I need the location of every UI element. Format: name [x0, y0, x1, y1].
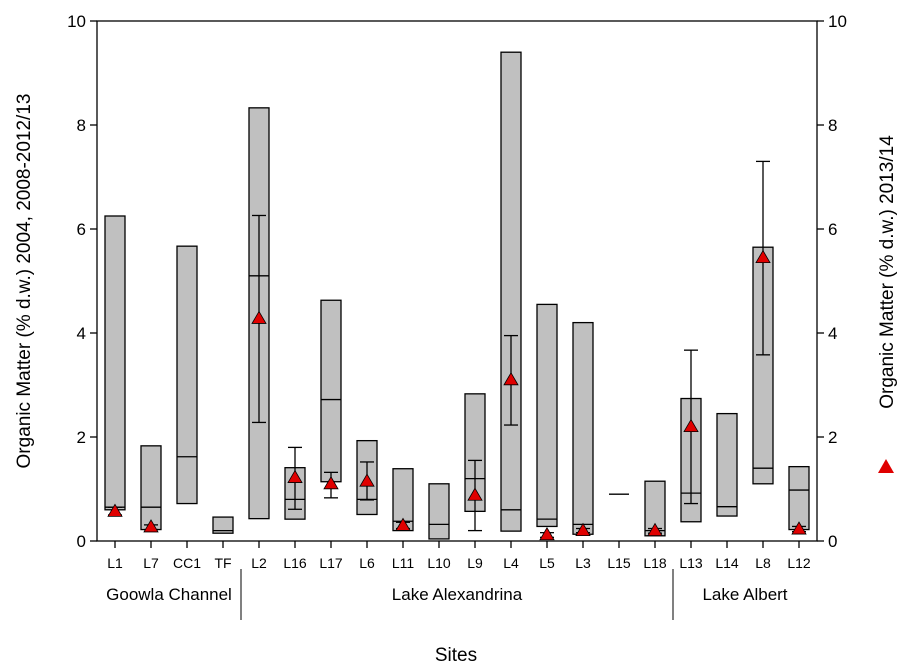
x-tick-label-L10: L10	[427, 555, 451, 571]
range-box-L14	[716, 412, 738, 517]
x-tick-label-L4: L4	[503, 555, 519, 571]
x-tick-label-L12: L12	[787, 555, 811, 571]
left-axis: 0 2 4 6 8 10	[67, 12, 97, 551]
mean-marker-L4	[503, 372, 519, 386]
range-box-L5	[536, 303, 558, 528]
right-tick-label-4: 4	[828, 324, 837, 343]
range-box-L3	[572, 321, 594, 535]
right-tick-label-6: 6	[828, 220, 837, 239]
mean-marker-L5	[539, 526, 555, 541]
y-axis-right-label: Organic Matter (% d.w.) 2013/14	[877, 135, 898, 409]
range-box-L10	[428, 483, 450, 540]
left-tick-label-8: 8	[77, 116, 86, 135]
group-label-0: Goowla Channel	[106, 585, 232, 604]
range-box-L1	[104, 215, 126, 511]
mean-marker-L12	[791, 521, 807, 535]
x-tick-label-L5: L5	[539, 555, 555, 571]
site-group-labels: Goowla Channel Lake Alexandrina Lake Alber…	[106, 569, 788, 620]
x-tick-label-L18: L18	[643, 555, 667, 571]
mean-marker-L17	[323, 476, 339, 490]
plot-boxes	[104, 51, 810, 540]
group-label-2: Lake Albert	[702, 585, 787, 604]
left-tick-label-2: 2	[77, 428, 86, 447]
range-box-L12	[788, 465, 810, 531]
mean-marker-L8	[755, 249, 771, 264]
x-tick-label-L2: L2	[251, 555, 267, 571]
range-box-L7	[140, 445, 162, 531]
x-tick-label-L15: L15	[607, 555, 631, 571]
group-label-1: Lake Alexandrina	[392, 585, 523, 604]
plot-frame	[96, 20, 818, 542]
range-box-L17	[320, 299, 342, 483]
y-axis-left-label: Organic Matter (% d.w.) 2004, 2008-2012/…	[14, 94, 35, 469]
range-box-L4	[500, 51, 522, 532]
x-tick-label-L1: L1	[107, 555, 123, 571]
x-tick-label-L6: L6	[359, 555, 375, 571]
plot-area-border	[96, 20, 818, 542]
x-tick-label-L9: L9	[467, 555, 483, 571]
mean-marker-L13	[683, 418, 699, 433]
x-axis-label: Sites	[435, 645, 477, 666]
mean-marker-L16	[287, 469, 303, 483]
x-tick-label-L3: L3	[575, 555, 591, 571]
x-tick-label-L14: L14	[715, 555, 739, 571]
x-tick-label-L7: L7	[143, 555, 159, 571]
x-tick-label-L13: L13	[679, 555, 703, 571]
x-tick-label-TF: TF	[214, 555, 231, 571]
x-tick-label-L8: L8	[755, 555, 771, 571]
x-tick-label-L16: L16	[283, 555, 307, 571]
x-axis: L1 L7 CC1 TF L2 L16 L17 L6 L11 L10 L9 L4 L5 L3 L15 L18 L…	[107, 541, 811, 571]
mean-marker-L11	[395, 517, 411, 531]
right-tick-label-8: 8	[828, 116, 837, 135]
x-tick-label-L11: L11	[392, 555, 415, 571]
plot-points	[107, 160, 807, 541]
range-box-CC1	[176, 245, 198, 505]
right-axis: 0 2 4 6 8 10	[817, 12, 847, 551]
range-box-TF	[212, 516, 234, 534]
mean-marker-L6	[359, 473, 375, 487]
left-tick-label-0: 0	[77, 532, 86, 551]
right-tick-label-2: 2	[828, 428, 837, 447]
triangle-legend-icon	[878, 459, 894, 473]
mean-marker-L3	[575, 522, 591, 536]
mean-marker-L1	[107, 503, 123, 517]
mean-marker-L9	[467, 487, 483, 501]
right-tick-label-0: 0	[828, 532, 837, 551]
left-tick-label-10: 10	[67, 12, 86, 31]
mean-marker-L2	[251, 310, 267, 324]
x-tick-label-CC1: CC1	[173, 555, 201, 571]
mean-marker-L18	[647, 522, 663, 536]
right-tick-label-10: 10	[828, 12, 847, 31]
x-tick-label-L17: L17	[319, 555, 343, 571]
left-tick-label-6: 6	[77, 220, 86, 239]
mean-marker-L7	[143, 519, 159, 533]
left-tick-label-4: 4	[77, 324, 86, 343]
